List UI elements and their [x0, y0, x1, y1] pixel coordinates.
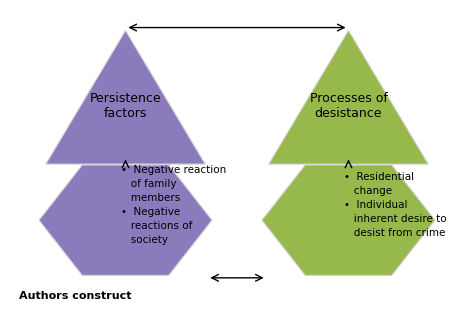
Text: •  Residential
   change
•  Individual
   inherent desire to
   desist from crim: • Residential change • Individual inhere…	[344, 172, 447, 238]
Text: Authors construct: Authors construct	[18, 291, 131, 301]
Text: Persistence
factors: Persistence factors	[90, 92, 161, 120]
Text: Processes of
desistance: Processes of desistance	[310, 92, 387, 120]
Polygon shape	[262, 165, 435, 275]
Polygon shape	[269, 31, 428, 164]
Polygon shape	[46, 31, 205, 164]
Text: •  Negative reaction
   of family
   members
•  Negative
   reactions of
   soci: • Negative reaction of family members • …	[121, 165, 226, 245]
Polygon shape	[39, 165, 212, 275]
